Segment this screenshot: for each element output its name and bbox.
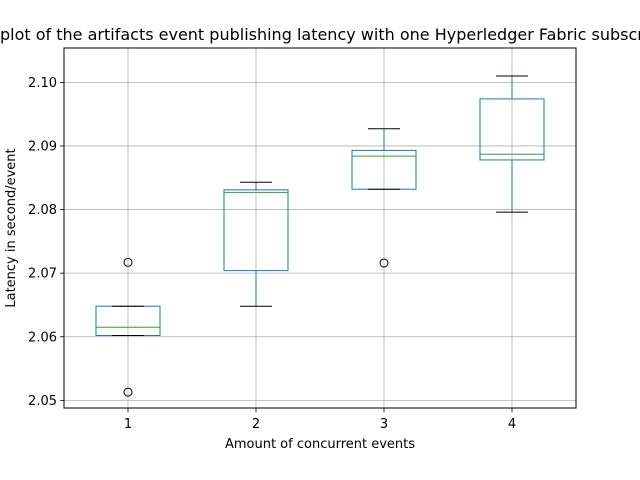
box: [479, 98, 545, 161]
chart-title: Box plot of the artifacts event publishi…: [0, 25, 640, 44]
box-group-2: [223, 181, 289, 307]
outlier-point: [123, 387, 133, 397]
outlier-point: [123, 257, 133, 267]
y-axis-label: Latency in second/event: [4, 148, 19, 307]
x-tick-label: 4: [508, 417, 516, 432]
plot-area-frame: [63, 47, 577, 409]
y-tick-label: 2.05: [28, 394, 57, 409]
box-group-3: [351, 128, 417, 268]
box-group-4: [479, 75, 545, 213]
grid-lines: [64, 48, 576, 408]
y-tick-label: 2.06: [28, 330, 57, 345]
y-tick-label: 2.09: [28, 139, 57, 154]
tick-layer: 2.05 2.06 2.07 2.08 2.09 2.10 1 2 3 4: [28, 76, 516, 432]
outlier-point: [379, 258, 389, 268]
box: [223, 189, 289, 272]
y-tick-label: 2.08: [28, 203, 57, 218]
x-axis-label: Amount of concurrent events: [225, 437, 415, 452]
y-tick-label: 2.10: [28, 76, 57, 91]
boxes-layer: [95, 75, 545, 397]
y-tick-label: 2.07: [28, 267, 57, 282]
x-tick-label: 3: [380, 417, 388, 432]
box-group-1: [95, 257, 161, 397]
x-tick-label: 1: [124, 417, 132, 432]
x-tick-label: 2: [252, 417, 260, 432]
